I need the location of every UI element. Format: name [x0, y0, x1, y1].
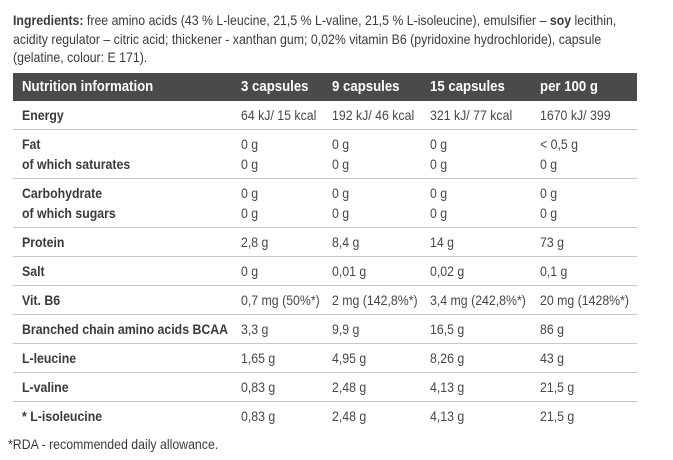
ingredients-label: Ingredients: — [13, 12, 84, 28]
ingredients-soy-bold: soy — [549, 12, 572, 28]
ingredients-segment: free amino acids (43 % L-leucine, 21,5 %… — [83, 12, 550, 28]
row-value: 21,5 g — [540, 407, 575, 424]
table-row-of-which-sugars: of which sugars 0 g 0 g 0 g 0 g — [13, 202, 637, 228]
row-value: 14 g — [430, 233, 454, 250]
row-value: 21,5 g — [540, 378, 575, 395]
row-label: Salt — [22, 262, 45, 279]
row-value: 192 kJ/ 46 kcal — [332, 106, 415, 123]
row-value: 0 g — [430, 135, 448, 152]
row-label: * L-isoleucine — [22, 407, 103, 424]
row-value: 0 g — [332, 184, 350, 201]
row-value: 2,48 g — [332, 378, 367, 395]
row-value: 0 g — [430, 204, 448, 221]
row-value: 0 g — [241, 262, 259, 279]
row-value: 86 g — [540, 320, 564, 337]
row-value: 3,4 mg (242,8%*) — [430, 291, 526, 308]
row-label: Energy — [22, 106, 64, 123]
row-label: Carbohydrate — [22, 184, 103, 201]
row-value: 0 g — [540, 155, 558, 172]
row-value: 2,48 g — [332, 407, 367, 424]
row-value: 20 mg (1428%*) — [540, 291, 630, 308]
row-value: 0 g — [241, 135, 259, 152]
row-value: 0,02 g — [430, 262, 465, 279]
rda-footnote: *RDA - recommended daily allowance. — [8, 435, 219, 452]
row-value: < 0,5 g — [540, 135, 579, 152]
column-header-nutrition-information: Nutrition information — [22, 78, 154, 95]
table-row-protein: Protein 2,8 g 8,4 g 14 g 73 g — [13, 228, 637, 257]
table-row-l-isoleucine: * L-isoleucine 0,83 g 2,48 g 4,13 g 21,5… — [13, 402, 637, 430]
row-value: 9,9 g — [332, 320, 360, 337]
row-value: 0 g — [332, 204, 350, 221]
table-row-salt: Salt 0 g 0,01 g 0,02 g 0,1 g — [13, 257, 637, 286]
row-value: 0,83 g — [241, 378, 276, 395]
row-value: 0 g — [332, 135, 350, 152]
row-value: 0,7 mg (50%*) — [241, 291, 320, 308]
row-value: 1,65 g — [241, 349, 276, 366]
row-label: of which saturates — [22, 155, 131, 172]
table-row-vit-b6: Vit. B6 0,7 mg (50%*) 2 mg (142,8%*) 3,4… — [13, 286, 637, 315]
row-label: Protein — [22, 233, 65, 250]
table-row-fat: Fat 0 g 0 g 0 g < 0,5 g — [13, 130, 637, 153]
row-value: 0 g — [241, 184, 259, 201]
row-label: Vit. B6 — [22, 291, 61, 308]
row-value: 0 g — [430, 155, 448, 172]
row-value: 0,01 g — [332, 262, 367, 279]
row-value: 0 g — [540, 204, 558, 221]
column-header-3-capsules: 3 capsules — [241, 78, 309, 95]
row-value: 4,13 g — [430, 378, 465, 395]
nutrition-table: Nutrition information 3 capsules 9 capsu… — [13, 72, 637, 430]
table-row-l-leucine: L-leucine 1,65 g 4,95 g 8,26 g 43 g — [13, 344, 637, 373]
row-value: 16,5 g — [430, 320, 465, 337]
row-value: 2,8 g — [241, 233, 269, 250]
row-label: Fat — [22, 135, 41, 152]
row-value: 0 g — [241, 155, 259, 172]
row-label: of which sugars — [22, 204, 116, 221]
table-row-energy: Energy 64 kJ/ 15 kcal 192 kJ/ 46 kcal 32… — [13, 101, 637, 130]
row-value: 0,1 g — [540, 262, 568, 279]
ingredients-line2: acidity regulator – citric acid; thicken… — [13, 30, 602, 47]
table-header-row: Nutrition information 3 capsules 9 capsu… — [13, 72, 637, 101]
row-value: 4,13 g — [430, 407, 465, 424]
row-value: 73 g — [540, 233, 564, 250]
row-value: 0,83 g — [241, 407, 276, 424]
table-row-bcaa: Branched chain amino acids BCAA 3,3 g 9,… — [13, 315, 637, 344]
row-value: 3,3 g — [241, 320, 269, 337]
row-value: 0 g — [430, 184, 448, 201]
ingredients-line3: (gelatine, colour: E 171). — [13, 49, 148, 65]
row-value: 321 kJ/ 77 kcal — [430, 106, 513, 123]
row-value: 0 g — [241, 204, 259, 221]
row-value: 0 g — [540, 184, 558, 201]
row-value: 0 g — [332, 155, 350, 172]
row-value: 8,4 g — [332, 233, 360, 250]
row-label: L-valine — [22, 378, 69, 395]
row-value: 2 mg (142,8%*) — [332, 291, 418, 308]
ingredients-segment: lecithin, — [571, 12, 617, 28]
row-value: 8,26 g — [430, 349, 465, 366]
table-row-l-valine: L-valine 0,83 g 2,48 g 4,13 g 21,5 g — [13, 373, 637, 402]
ingredients-text: Ingredients: free amino acids (43 % L-le… — [13, 11, 673, 67]
table-row-of-which-saturates: of which saturates 0 g 0 g 0 g 0 g — [13, 153, 637, 179]
column-header-15-capsules: 15 capsules — [430, 78, 505, 95]
row-label: Branched chain amino acids BCAA — [22, 320, 229, 337]
column-header-9-capsules: 9 capsules — [332, 78, 400, 95]
row-value: 1670 kJ/ 399 — [540, 106, 611, 123]
row-label: L-leucine — [22, 349, 77, 366]
row-value: 4,95 g — [332, 349, 367, 366]
table-row-carbohydrate: Carbohydrate 0 g 0 g 0 g 0 g — [13, 179, 637, 202]
row-value: 43 g — [540, 349, 564, 366]
column-header-per-100g: per 100 g — [540, 78, 598, 95]
row-value: 64 kJ/ 15 kcal — [241, 106, 317, 123]
